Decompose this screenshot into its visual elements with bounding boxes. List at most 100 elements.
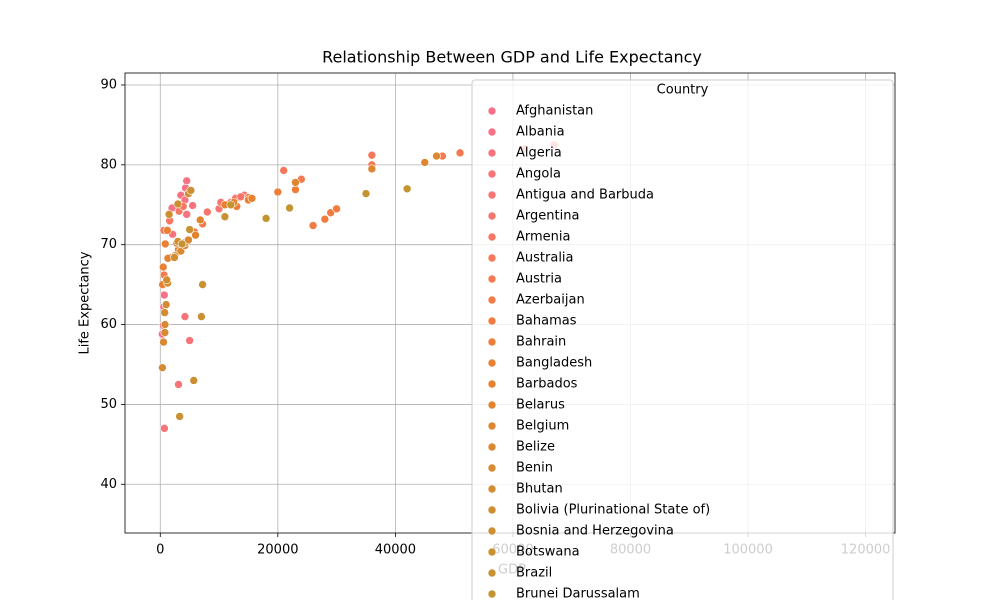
legend-marker — [487, 190, 497, 200]
point — [160, 239, 170, 249]
point — [332, 204, 341, 214]
legend-marker — [487, 568, 497, 578]
legend-marker — [487, 211, 497, 221]
point — [320, 214, 330, 224]
point — [273, 187, 283, 197]
legend-label: Azerbaijan — [516, 293, 585, 308]
legend-label: Angola — [516, 167, 561, 182]
legend-marker — [487, 232, 497, 242]
point — [189, 376, 199, 385]
x-tick-label: 0 — [156, 543, 164, 558]
legend-label: Brunei Darussalam — [516, 587, 640, 600]
legend-marker — [487, 148, 497, 158]
legend-label: Belarus — [516, 398, 565, 413]
point — [402, 184, 412, 194]
point — [247, 194, 257, 203]
legend-marker — [487, 106, 497, 116]
legend-marker — [487, 505, 497, 515]
point — [182, 210, 192, 219]
point — [226, 200, 236, 210]
point — [161, 300, 171, 309]
y-tick-label: 90 — [100, 77, 117, 92]
point — [202, 207, 212, 217]
y-tick-label: 60 — [100, 317, 117, 332]
x-tick-label: 20000 — [257, 543, 298, 558]
point — [159, 337, 168, 347]
y-tick-label: 80 — [100, 157, 117, 172]
point — [177, 239, 187, 249]
point — [326, 208, 336, 218]
legend-label: Benin — [516, 461, 553, 476]
point — [291, 185, 300, 194]
point — [162, 275, 172, 285]
legend-marker — [487, 421, 497, 431]
point — [185, 336, 194, 345]
legend-marker — [487, 337, 497, 347]
point — [432, 151, 441, 161]
legend-label: Belize — [516, 440, 555, 455]
legend-label: Algeria — [516, 146, 562, 161]
point — [170, 253, 179, 262]
legend-marker — [487, 400, 497, 410]
point — [367, 150, 377, 160]
point — [361, 189, 371, 198]
legend-label: Austria — [516, 272, 562, 287]
point — [158, 363, 167, 372]
point — [160, 424, 169, 433]
legend-label: Belgium — [516, 419, 569, 434]
legend-label: Barbados — [516, 377, 578, 392]
legend-label: Antigua and Barbuda — [516, 188, 654, 203]
point — [197, 312, 206, 321]
legend-label: Albania — [516, 125, 565, 140]
legend-title: Country — [657, 83, 709, 98]
legend-marker — [487, 316, 497, 326]
y-tick-label: 50 — [100, 397, 117, 412]
point — [291, 178, 300, 187]
point — [160, 320, 170, 329]
point — [163, 226, 172, 235]
y-tick-label: 70 — [100, 237, 117, 252]
legend-marker — [487, 526, 497, 536]
point — [184, 235, 193, 245]
point — [236, 192, 246, 202]
point — [173, 199, 183, 209]
legend-marker — [487, 358, 497, 368]
legend-marker — [487, 295, 497, 305]
point — [160, 308, 169, 317]
point — [174, 380, 183, 389]
legend-marker — [487, 274, 497, 284]
legend-label: Afghanistan — [516, 104, 593, 119]
point — [185, 225, 194, 234]
point — [285, 203, 294, 213]
point — [279, 166, 289, 175]
point — [158, 262, 168, 272]
legend-label: Bhutan — [516, 482, 563, 497]
legend-label: Armenia — [516, 230, 571, 245]
point — [175, 412, 184, 421]
legend-marker — [487, 463, 497, 473]
point — [186, 186, 196, 195]
point — [160, 328, 170, 337]
point — [198, 280, 207, 289]
legend-marker — [487, 127, 497, 137]
point — [308, 221, 318, 230]
legend-marker — [487, 484, 497, 494]
point — [188, 201, 197, 210]
point — [367, 164, 377, 174]
legend-label: Brazil — [516, 566, 552, 581]
legend-label: Bolivia (Plurinational State of) — [516, 503, 710, 518]
legend-label: Bahrain — [516, 335, 566, 350]
chart-title: Relationship Between GDP and Life Expect… — [322, 48, 702, 67]
legend-label: Bahamas — [516, 314, 577, 329]
point — [159, 290, 169, 300]
point — [191, 230, 200, 240]
point — [180, 312, 190, 321]
point — [220, 212, 230, 222]
legend-marker — [487, 589, 497, 599]
legend-marker — [487, 442, 497, 452]
y-axis-label: Life Expectancy — [78, 251, 93, 354]
legend-marker — [487, 547, 497, 557]
y-tick-label: 40 — [100, 477, 117, 492]
